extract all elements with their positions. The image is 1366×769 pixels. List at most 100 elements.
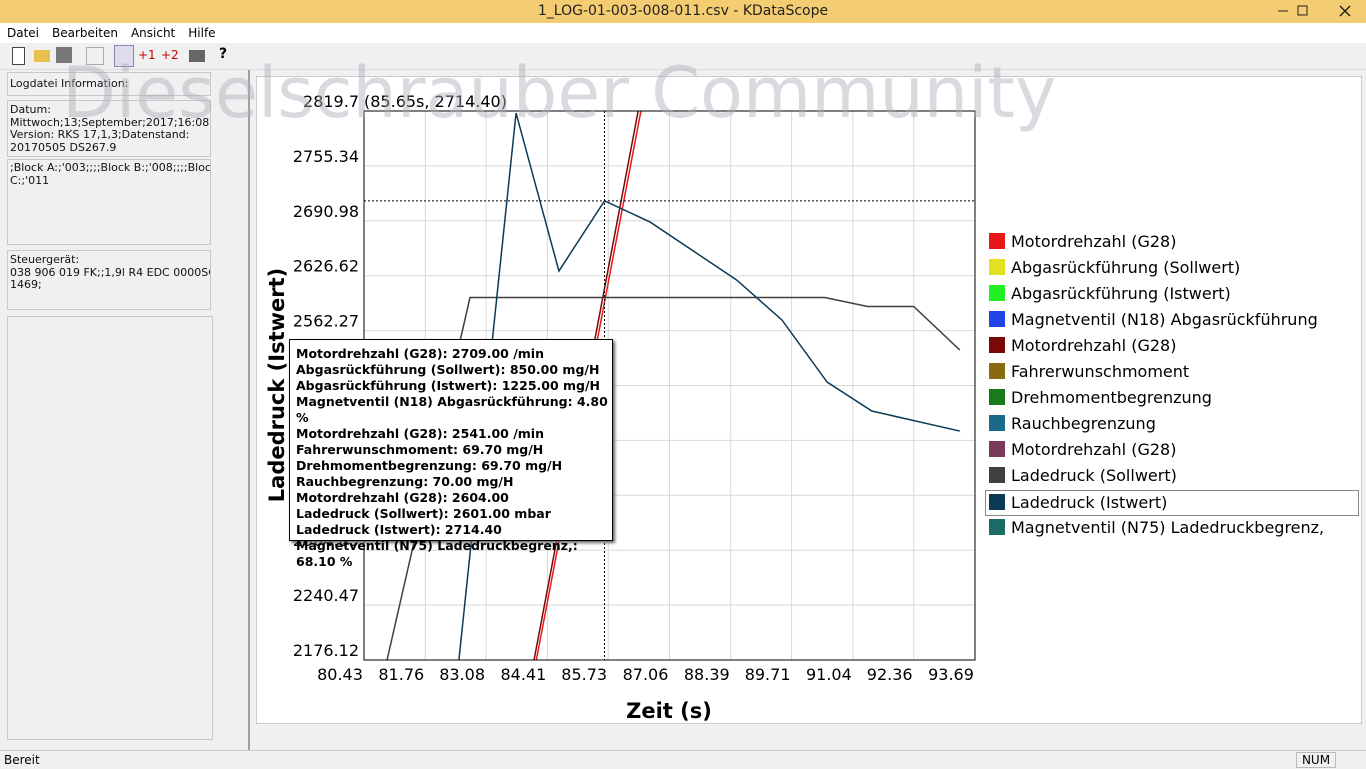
legend-label: Magnetventil (N18) Abgasrückführung bbox=[1011, 310, 1318, 329]
info-box: Steuergerät: 038 906 019 FK;;1,9l R4 EDC … bbox=[7, 250, 211, 310]
legend-item[interactable]: Motordrehzahl (G28) bbox=[989, 230, 1176, 254]
legend-label: Magnetventil (N75) Ladedruckbegrenz, bbox=[1011, 518, 1325, 537]
info-line: 20170505 DS267.9 bbox=[10, 140, 117, 154]
x-tick-label: 91.04 bbox=[806, 665, 852, 684]
tooltip-line: Drehmomentbegrenzung: 69.70 mg/H bbox=[296, 458, 563, 473]
legend-label: Motordrehzahl (G28) bbox=[1011, 440, 1177, 459]
legend-swatch bbox=[989, 363, 1005, 379]
info-line: Steuergerät: bbox=[10, 253, 80, 266]
print-button[interactable] bbox=[189, 50, 205, 62]
legend-swatch bbox=[989, 285, 1005, 301]
menu-item[interactable]: Ansicht bbox=[130, 26, 176, 40]
legend-label: Abgasrückführung (Istwert) bbox=[1011, 284, 1231, 303]
tooltip-line: Abgasrückführung (Sollwert): 850.00 mg/H bbox=[296, 362, 600, 377]
tooltip-line: Motordrehzahl (G28): 2541.00 /min bbox=[296, 426, 544, 441]
legend-item[interactable]: Abgasrückführung (Istwert) bbox=[989, 282, 1231, 306]
info-heading: Logdatei Information: bbox=[7, 72, 211, 96]
legend-item[interactable]: Motordrehzahl (G28) bbox=[989, 438, 1176, 462]
legend-swatch bbox=[989, 494, 1005, 510]
x-tick-label: 93.69 bbox=[928, 665, 974, 684]
sidebar: Logdatei Information: Datum: Mittwoch;13;… bbox=[0, 70, 246, 748]
legend-item[interactable]: Fahrerwunschmoment bbox=[989, 360, 1189, 384]
open-button[interactable] bbox=[34, 50, 50, 62]
y-tick-label: 2176.12 bbox=[293, 641, 359, 660]
info-line: Mittwoch;13;September;2017;16:08:01:369 bbox=[10, 115, 210, 129]
legend-item[interactable]: Ladedruck (Istwert) bbox=[985, 490, 1359, 516]
legend-label: Motordrehzahl (G28) bbox=[1011, 336, 1177, 355]
legend-label: Rauchbegrenzung bbox=[1011, 414, 1156, 433]
watermark: Dieselschrauber Community bbox=[62, 52, 1057, 134]
menu-item[interactable]: Bearbeiten bbox=[52, 26, 118, 40]
y-tick-label: 2819.7 bbox=[303, 92, 359, 111]
legend-swatch bbox=[989, 441, 1005, 457]
menu-bar: Datei Bearbeiten Ansicht Hilfe bbox=[0, 23, 1366, 43]
x-tick-label: 89.71 bbox=[745, 665, 791, 684]
legend-label: Fahrerwunschmoment bbox=[1011, 362, 1190, 381]
window-controls[interactable] bbox=[1268, 0, 1366, 23]
cursor-label: (85.65s, 2714.40) bbox=[364, 92, 507, 111]
info-line: 038 906 019 FK;;1,9l R4 EDC 0000SG bbox=[10, 265, 211, 279]
legend-swatch bbox=[989, 311, 1005, 327]
legend-swatch bbox=[989, 337, 1005, 353]
legend-item[interactable]: Abgasrückführung (Sollwert) bbox=[989, 256, 1240, 280]
y-axis-label: Ladedruck (Istwert) bbox=[265, 268, 289, 502]
legend-label: Motordrehzahl (G28) bbox=[1011, 232, 1177, 251]
tooltip-line: Ladedruck (Sollwert): 2601.00 mbar bbox=[296, 506, 551, 521]
legend-swatch bbox=[989, 389, 1005, 405]
legend-swatch bbox=[989, 233, 1005, 249]
save-button[interactable] bbox=[56, 47, 72, 63]
x-tick-label: 92.36 bbox=[867, 665, 913, 684]
cursor2-button[interactable]: +2 bbox=[161, 48, 179, 62]
x-tick-label: 84.41 bbox=[500, 665, 546, 684]
info-line: Version: RKS 17,1,3;Datenstand: bbox=[10, 128, 190, 141]
legend-swatch bbox=[989, 259, 1005, 275]
tooltip: Motordrehzahl (G28): 2709.00 /min Abgasrü… bbox=[289, 339, 613, 569]
window-title: 1_LOG-01-003-008-011.csv - KDataScope bbox=[537, 3, 829, 19]
tooltip-line: Fahrerwunschmoment: 69.70 mg/H bbox=[296, 442, 544, 457]
legend-swatch bbox=[989, 467, 1005, 483]
legend-item[interactable]: Rauchbegrenzung bbox=[989, 412, 1156, 436]
menu-item[interactable]: Hilfe bbox=[188, 26, 216, 40]
splitter bbox=[248, 70, 250, 750]
legend-item[interactable]: Ladedruck (Sollwert) bbox=[989, 464, 1177, 488]
new-button[interactable] bbox=[12, 47, 25, 65]
tooltip-line: Ladedruck (Istwert): 2714.40 bbox=[296, 522, 502, 537]
legend-item[interactable]: Magnetventil (N75) Ladedruckbegrenz, bbox=[989, 516, 1324, 540]
x-tick-label: 81.76 bbox=[378, 665, 424, 684]
legend-swatch bbox=[989, 519, 1005, 535]
legend-swatch bbox=[989, 415, 1005, 431]
pointer-button[interactable] bbox=[114, 45, 134, 67]
y-tick-label: 2755.34 bbox=[293, 147, 359, 166]
info-line: Datum: bbox=[10, 103, 51, 116]
tooltip-line: Rauchbegrenzung: 70.00 mg/H bbox=[296, 474, 514, 489]
cursor1-button[interactable]: +1 bbox=[138, 48, 156, 62]
legend-area bbox=[975, 78, 1360, 722]
menu-item[interactable]: Datei bbox=[7, 26, 40, 40]
info-line: 1469; bbox=[10, 278, 42, 291]
num-indicator: NUM bbox=[1296, 752, 1336, 768]
info-line: ;Block A:;'003;;;;Block B:;'008;;;;Block bbox=[10, 161, 211, 174]
y-tick-label: 2240.47 bbox=[293, 586, 359, 605]
tooltip-line: Motordrehzahl (G28): 2709.00 /min bbox=[296, 346, 544, 361]
help-button[interactable]: ? bbox=[219, 46, 228, 62]
status-text: Bereit bbox=[4, 753, 40, 767]
legend-label: Ladedruck (Istwert) bbox=[1011, 493, 1168, 512]
series-line bbox=[458, 112, 960, 660]
copy-button[interactable] bbox=[86, 47, 104, 65]
legend-label: Ladedruck (Sollwert) bbox=[1011, 466, 1177, 485]
tooltip-line: Magnetventil (N75) Ladedruckbegrenz,: 68… bbox=[296, 538, 578, 569]
y-tick-label: 2690.98 bbox=[293, 202, 359, 221]
legend-item[interactable]: Drehmomentbegrenzung bbox=[989, 386, 1212, 410]
tooltip-line: Magnetventil (N18) Abgasrückführung: 4.8… bbox=[296, 394, 608, 425]
legend-label: Abgasrückführung (Sollwert) bbox=[1011, 258, 1241, 277]
x-axis-label: Zeit (s) bbox=[626, 699, 712, 723]
legend-label: Drehmomentbegrenzung bbox=[1011, 388, 1212, 407]
x-tick-label: 87.06 bbox=[623, 665, 669, 684]
x-tick-label: 85.73 bbox=[561, 665, 607, 684]
y-tick-label: 2562.27 bbox=[293, 312, 359, 331]
legend-item[interactable]: Magnetventil (N18) Abgasrückführung bbox=[989, 308, 1318, 332]
tooltip-line: Abgasrückführung (Istwert): 1225.00 mg/H bbox=[296, 378, 601, 393]
title-bar: 1_LOG-01-003-008-011.csv - KDataScope bbox=[0, 0, 1366, 23]
legend-item[interactable]: Motordrehzahl (G28) bbox=[989, 334, 1176, 358]
